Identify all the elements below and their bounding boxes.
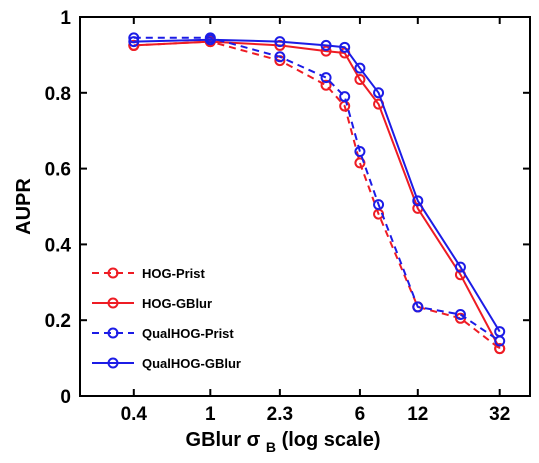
y-tick-label: 0.6 [45,160,71,181]
series-line [133,38,501,333]
data-point [320,39,332,51]
series-line [133,40,501,350]
data-point [354,146,366,158]
legend-marker [107,297,119,309]
data-point [494,326,506,338]
data-point [373,87,385,99]
data-point [412,301,424,313]
data-point [274,51,286,63]
data-point [354,74,366,86]
x-axis-label-subscript: B [266,439,276,455]
x-axis-label: GBlur σ B (log scale) [186,429,381,457]
data-point [354,157,366,169]
x-tick-label: 2.3 [267,404,293,425]
legend-label: HOG-GBlur [142,296,212,311]
y-tick-label: 0.2 [45,311,71,332]
data-point [128,32,140,44]
data-point [373,199,385,211]
legend-label: HOG-Prist [142,266,206,281]
plot-layer [128,32,506,355]
axis-layer: 0 0.2 0.4 0.6 0.8 1 0.4 1 2.3 6 12 32 [45,8,530,425]
data-point [204,34,216,46]
data-point [320,72,332,84]
y-tick-label: 0.8 [45,84,71,105]
data-point [274,36,286,48]
x-axis-label-main: GBlur σ [186,429,261,451]
y-tick-label: 0.4 [45,235,72,256]
y-tick-label: 0 [60,387,71,408]
data-point [339,41,351,53]
x-tick-label: 6 [355,404,366,425]
data-point [454,309,466,321]
x-tick-label: 12 [407,404,428,425]
x-tick-label: 32 [489,404,510,425]
legend-marker [107,267,119,279]
y-axis-label: AUPR [13,178,35,235]
data-point [128,36,140,48]
x-tick-label: 0.4 [121,404,148,425]
x-axis-label-suffix: (log scale) [282,429,381,451]
series-line [133,36,501,342]
data-point [494,343,506,355]
data-point [354,62,366,74]
legend: HOG-Prist HOG-GBlur QualHOG-Prist QualHOG-G… [92,266,241,371]
legend-label: QualHOG-Prist [142,326,234,341]
plot-frame [79,16,531,397]
legend-marker [107,357,119,369]
data-point [320,45,332,57]
legend-marker [107,327,119,339]
x-tick-label: 1 [205,404,216,425]
data-point [454,261,466,273]
data-point [339,91,351,103]
y-tick-label: 1 [60,8,71,29]
data-point [320,79,332,91]
legend-label: QualHOG-GBlur [142,356,241,371]
series-line [133,40,501,350]
data-point [412,195,424,207]
